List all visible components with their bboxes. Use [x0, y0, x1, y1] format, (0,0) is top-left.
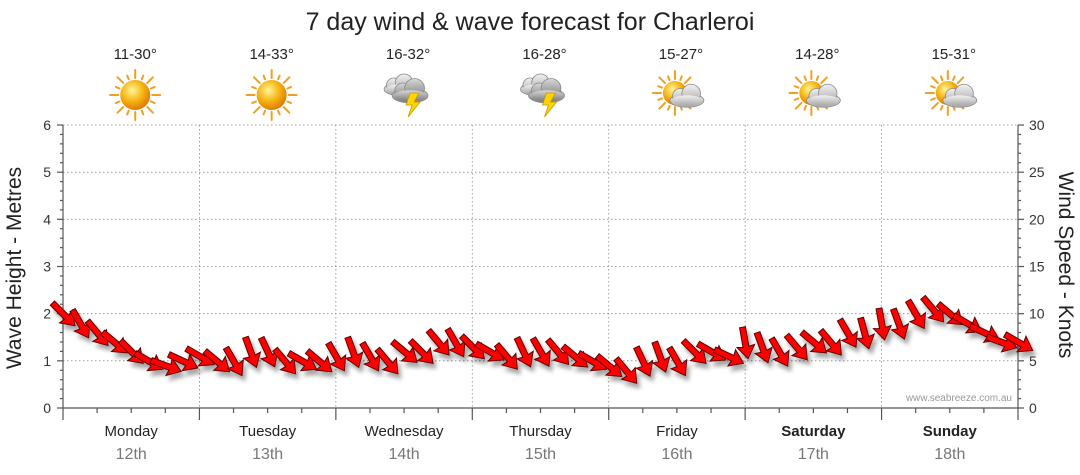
y-tick-label: 4 [43, 211, 51, 227]
wind-arrow [735, 326, 756, 360]
wind-arrow [407, 337, 434, 365]
wind-arrow [425, 327, 450, 356]
wind-arrow [872, 307, 893, 341]
wind-arrow [304, 348, 333, 373]
day-date: 14th [389, 446, 420, 463]
y2-tick-label: 20 [1029, 211, 1045, 227]
day-name-thursday: Thursday [509, 423, 572, 440]
day-temperature: 16-28° [522, 46, 566, 63]
y2-tick-label: 25 [1029, 164, 1045, 180]
wind-arrow [890, 307, 910, 340]
y2-tick-label: 30 [1029, 117, 1045, 133]
wind-arrow [855, 316, 876, 350]
axis-ticks: 0 1 2 3 4 5 6 0 5 10 15 20 25 30 [43, 117, 1045, 420]
sunny-icon [245, 69, 298, 121]
day-date: 16th [661, 446, 692, 463]
day-temperature: 14-28° [795, 46, 839, 63]
chart-title: 7 day wind & wave forecast for Charleroi [306, 8, 755, 36]
wind-arrow [666, 345, 688, 377]
wind-arrow [904, 298, 927, 330]
day-name-tuesday: Tuesday [239, 423, 296, 440]
wind-arrow [651, 340, 671, 373]
day-name-saturday: Saturday [781, 423, 846, 440]
y2-tick-label: 15 [1029, 259, 1045, 275]
y2-tick-label: 10 [1029, 306, 1045, 322]
wind-arrow [325, 340, 347, 372]
credit-watermark: www.seabreeze.com.au [905, 393, 1012, 404]
y-tick-label: 5 [43, 164, 51, 180]
wind-arrow [493, 341, 518, 370]
day-temperature: 14-33° [249, 46, 293, 63]
day-name-sunday: Sunday [923, 423, 978, 440]
day-date: 15th [525, 446, 556, 463]
wind-arrow [799, 329, 828, 354]
day-date: 17th [798, 446, 829, 463]
day-name-wednesday: Wednesday [365, 423, 444, 440]
wind-arrow [389, 338, 418, 363]
wind-arrow [753, 330, 773, 364]
wind-arrow [783, 332, 808, 361]
wind-arrow [242, 335, 262, 369]
day-date: 18th [934, 446, 965, 463]
day-temperature: 11-30° [114, 46, 157, 63]
y2-tick-label: 0 [1029, 400, 1037, 416]
wind-arrow [613, 356, 638, 384]
wind-arrow [202, 348, 231, 373]
y2-axis-label: Wind Speed - Knots [1054, 172, 1077, 359]
partly-cloudy-icon [788, 70, 841, 116]
partly-cloudy-icon [924, 70, 978, 116]
day-name-friday: Friday [656, 423, 698, 440]
y-axis-label: Wave Height - Metres [3, 167, 26, 369]
day-temperature: 16-32° [386, 46, 430, 63]
wind-arrow [1002, 331, 1034, 353]
day-temperature: 15-31° [932, 46, 976, 63]
wind-arrow [513, 335, 534, 368]
wind-arrow [817, 327, 842, 356]
day-name-monday: Monday [105, 423, 159, 440]
wind-arrow [374, 346, 399, 375]
storm-icon [383, 73, 429, 118]
storm-icon [520, 73, 565, 118]
y-tick-label: 0 [43, 400, 51, 416]
y-tick-label: 2 [43, 306, 51, 322]
day-date: 13th [252, 446, 283, 463]
sunny-icon [109, 69, 162, 121]
partly-cloudy-icon [651, 70, 705, 116]
y-tick-label: 1 [43, 353, 51, 369]
day-date: 12th [116, 446, 147, 463]
wind-arrow [344, 335, 364, 369]
day-temperature: 15-27° [659, 46, 703, 63]
y-tick-label: 6 [43, 117, 51, 133]
wind-arrow [836, 317, 858, 348]
y-tick-label: 3 [43, 259, 51, 275]
y2-tick-label: 5 [1029, 353, 1037, 369]
wind-arrow [695, 340, 727, 362]
wind-arrow [768, 336, 790, 367]
wind-arrow [222, 345, 244, 377]
wind-arrows [49, 294, 1034, 384]
weather-icons: 11-30° 14-33° 16-32° 16-28° 15-27° 14-28° 15-3… [109, 46, 978, 121]
day-labels: Monday 12th Tuesday 13th Wednesday 14th Thursd… [105, 423, 978, 463]
wind-arrow [529, 336, 551, 367]
wind-arrow [712, 346, 745, 367]
wind-arrow [166, 351, 199, 372]
wind-arrow [633, 345, 654, 378]
